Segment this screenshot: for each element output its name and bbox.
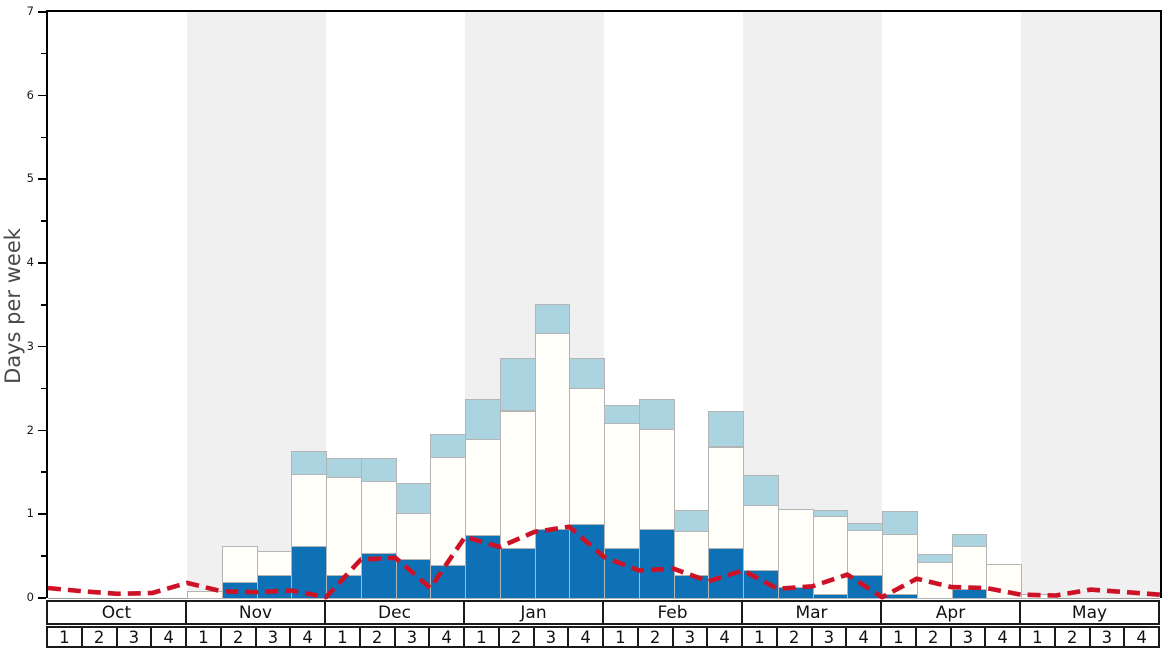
week-cell-apr-1: 1 bbox=[880, 626, 917, 648]
week-cell-apr-3: 3 bbox=[949, 626, 987, 648]
bar-week-26-white-segment bbox=[916, 562, 953, 599]
month-cell-may: May bbox=[1019, 600, 1160, 625]
week-cell-feb-4: 4 bbox=[706, 626, 743, 648]
y-minor-tick bbox=[41, 471, 46, 474]
month-cell-mar: Mar bbox=[741, 600, 882, 625]
week-cell-nov-4: 4 bbox=[289, 626, 326, 648]
y-major-tick-4 bbox=[38, 262, 46, 264]
week-cell-may-3: 3 bbox=[1088, 626, 1126, 648]
week-cell-mar-4: 4 bbox=[845, 626, 882, 648]
week-cell-nov-3: 3 bbox=[254, 626, 292, 648]
bar-week-18-white-segment bbox=[638, 428, 675, 531]
bar-week-17-white-segment bbox=[604, 423, 640, 549]
month-cell-oct: Oct bbox=[46, 600, 187, 625]
y-major-tick-3 bbox=[38, 345, 46, 348]
week-cell-apr-2: 2 bbox=[914, 626, 952, 648]
bar-week-15-dark-blue-segment bbox=[534, 529, 571, 599]
week-cell-mar-1: 1 bbox=[741, 626, 778, 648]
bar-week-15-light-blue-segment bbox=[534, 304, 571, 335]
red-dashed-line bbox=[47, 524, 1161, 600]
y-axis-label: Days per week bbox=[1, 228, 25, 384]
plot-area: 0 1 2 3 4 5 6 7 bbox=[27, 5, 1162, 603]
month-cell-nov: Nov bbox=[185, 600, 326, 625]
y-tick-label-0: 0 bbox=[26, 590, 34, 604]
week-cell-jan-4: 4 bbox=[567, 626, 604, 648]
y-major-tick-1 bbox=[38, 513, 46, 515]
y-major-tick-2 bbox=[38, 429, 46, 432]
y-major-tick-6 bbox=[38, 94, 46, 97]
y-tick-label-6: 6 bbox=[26, 87, 34, 102]
bar-week-25-white-segment bbox=[882, 533, 918, 595]
bar-week-20-light-blue-segment bbox=[708, 410, 744, 448]
y-tick-label-2: 2 bbox=[26, 422, 34, 437]
week-cell-jan-3: 3 bbox=[532, 626, 570, 648]
bar-week-18-light-blue-segment bbox=[638, 398, 675, 430]
bar-week-14-dark-blue-segment bbox=[499, 547, 536, 599]
y-minor-tick bbox=[41, 136, 46, 139]
y-tick-label-5: 5 bbox=[26, 171, 34, 186]
bar-week-14-light-blue-segment bbox=[499, 357, 536, 412]
week-cell-may-1: 1 bbox=[1019, 626, 1056, 648]
bar-week-23-light-blue-segment bbox=[812, 510, 849, 517]
week-cell-feb-1: 1 bbox=[602, 626, 639, 648]
bar-week-13-white-segment bbox=[465, 438, 501, 537]
y-tick-label-7: 7 bbox=[26, 4, 34, 18]
bar-week-7-white-segment bbox=[256, 551, 293, 577]
week-cell-feb-2: 2 bbox=[636, 626, 674, 648]
month-header-row: Oct Nov Dec Jan Feb Mar Apr May bbox=[46, 600, 1160, 625]
week-cell-nov-1: 1 bbox=[185, 626, 222, 648]
y-tick-label-4: 4 bbox=[26, 255, 34, 270]
month-band-may bbox=[1021, 12, 1160, 598]
y-minor-tick bbox=[41, 52, 46, 55]
week-cell-oct-1: 1 bbox=[46, 626, 83, 648]
week-cell-oct-3: 3 bbox=[115, 626, 153, 648]
month-cell-jan: Jan bbox=[463, 600, 604, 625]
week-cell-mar-3: 3 bbox=[810, 626, 848, 648]
bar-week-6-white-segment bbox=[221, 546, 258, 584]
y-tick-label-1: 1 bbox=[26, 506, 34, 521]
week-cell-dec-3: 3 bbox=[393, 626, 431, 648]
y-minor-tick bbox=[41, 387, 46, 390]
month-cell-apr: Apr bbox=[880, 600, 1021, 625]
y-minor-tick bbox=[41, 555, 46, 557]
week-cell-may-4: 4 bbox=[1123, 626, 1160, 648]
week-cell-feb-3: 3 bbox=[671, 626, 709, 648]
week-cell-oct-2: 2 bbox=[80, 626, 118, 648]
bar-week-16-light-blue-segment bbox=[569, 357, 605, 389]
bar-week-16-dark-blue-segment bbox=[569, 523, 605, 599]
bar-week-25-light-blue-segment bbox=[882, 510, 918, 535]
week-cell-jan-1: 1 bbox=[463, 626, 500, 648]
y-major-tick-7 bbox=[38, 11, 46, 13]
week-cell-oct-4: 4 bbox=[150, 626, 187, 648]
week-cell-dec-1: 1 bbox=[324, 626, 361, 648]
bar-week-27-light-blue-segment bbox=[951, 533, 988, 548]
bar-week-24-white-segment bbox=[847, 530, 883, 577]
week-cell-apr-4: 4 bbox=[984, 626, 1021, 648]
week-cell-nov-2: 2 bbox=[219, 626, 257, 648]
bar-week-10-light-blue-segment bbox=[360, 458, 397, 482]
bar-week-22-white-segment bbox=[777, 509, 814, 589]
y-minor-tick bbox=[41, 304, 46, 306]
y-major-tick-0 bbox=[38, 597, 46, 599]
bar-week-21-light-blue-segment bbox=[743, 474, 779, 507]
y-tick-label-3: 3 bbox=[26, 338, 34, 353]
month-cell-dec: Dec bbox=[324, 600, 465, 625]
y-major-tick-5 bbox=[38, 178, 46, 181]
week-cell-mar-2: 2 bbox=[775, 626, 813, 648]
y-minor-tick bbox=[41, 220, 46, 222]
week-cell-may-2: 2 bbox=[1053, 626, 1091, 648]
bar-week-12-light-blue-segment bbox=[430, 433, 466, 459]
week-cell-jan-2: 2 bbox=[497, 626, 535, 648]
month-cell-feb: Feb bbox=[602, 600, 743, 625]
week-cell-dec-4: 4 bbox=[428, 626, 465, 648]
week-cell-dec-2: 2 bbox=[358, 626, 396, 648]
